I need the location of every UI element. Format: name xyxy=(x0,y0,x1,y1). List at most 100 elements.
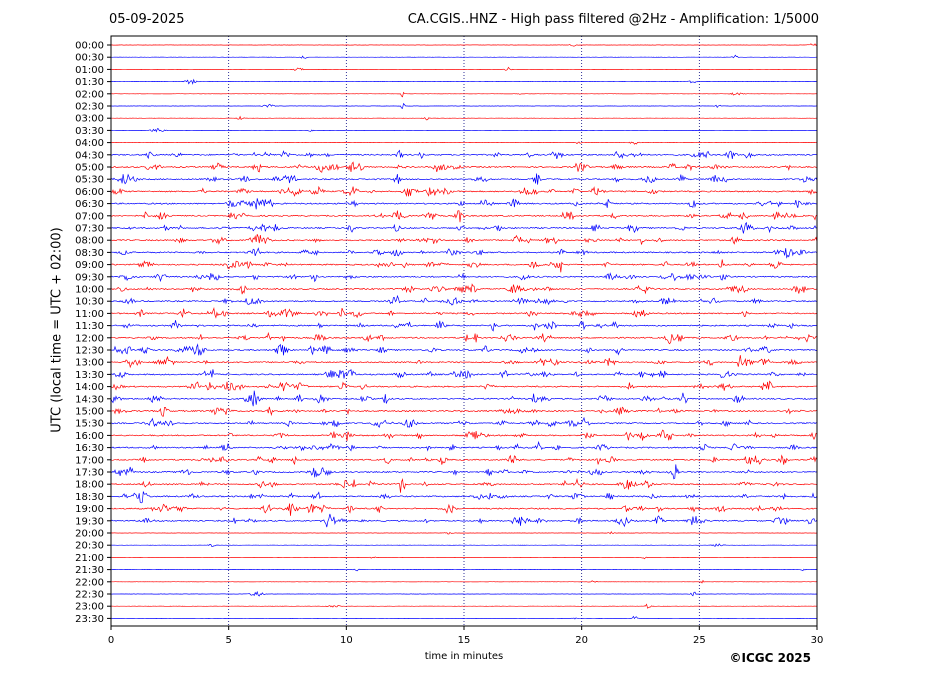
row-label-0730: 07:30 xyxy=(75,224,104,235)
row-label-1000: 10:00 xyxy=(75,285,104,296)
trace-row-0630 xyxy=(111,198,817,210)
copyright-label: ©ICGC 2025 xyxy=(729,651,811,665)
row-label-2230: 22:30 xyxy=(75,590,104,601)
row-label-0100: 01:00 xyxy=(75,65,104,76)
trace-row-1600 xyxy=(110,429,818,442)
row-label-1600: 16:00 xyxy=(75,431,104,442)
trace-row-0600 xyxy=(110,185,818,197)
row-label-2200: 22:00 xyxy=(75,577,104,588)
trace-row-2230 xyxy=(110,590,818,597)
trace-row-1200 xyxy=(110,331,818,345)
row-label-1130: 11:30 xyxy=(75,321,104,332)
trace-row-0000 xyxy=(110,43,818,47)
trace-row-0330 xyxy=(110,128,818,133)
trace-row-0300 xyxy=(111,115,818,121)
row-label-1300: 13:00 xyxy=(75,358,104,369)
trace-row-1830 xyxy=(110,491,818,504)
trace-row-0530 xyxy=(110,173,818,185)
row-label-0030: 00:30 xyxy=(75,53,104,64)
trace-row-1530 xyxy=(110,416,818,428)
trace-row-0500 xyxy=(110,161,818,173)
trace-row-0030 xyxy=(110,54,817,59)
row-label-0630: 06:30 xyxy=(75,199,104,210)
trace-row-1730 xyxy=(110,464,818,480)
row-label-2330: 23:30 xyxy=(75,614,104,625)
row-label-0930: 09:30 xyxy=(75,272,104,283)
trace-row-0800 xyxy=(111,234,818,245)
trace-row-1400 xyxy=(110,380,817,392)
trace-row-1700 xyxy=(110,454,818,466)
x-tick-label-5: 5 xyxy=(225,635,231,646)
row-label-1530: 15:30 xyxy=(75,419,104,430)
trace-row-0230 xyxy=(111,102,818,109)
row-label-0400: 04:00 xyxy=(75,138,104,149)
trace-row-0400 xyxy=(110,141,818,145)
row-label-2100: 21:00 xyxy=(75,553,104,564)
row-label-1630: 16:30 xyxy=(75,443,104,454)
chart-title: CA.CGIS..HNZ - High pass filtered @2Hz -… xyxy=(407,12,819,27)
row-label-0500: 05:00 xyxy=(75,163,104,174)
row-label-0330: 03:30 xyxy=(75,126,104,137)
trace-row-1000 xyxy=(110,283,818,295)
row-label-1930: 19:30 xyxy=(75,516,104,527)
grid-layer xyxy=(228,36,700,626)
row-label-0700: 07:00 xyxy=(75,211,104,222)
x-ticks: 0 5 10 15 20 25 30 xyxy=(108,626,824,646)
trace-row-2330 xyxy=(110,615,818,620)
trace-row-0900 xyxy=(110,259,818,273)
trace-row-2100 xyxy=(111,556,818,560)
row-label-0600: 06:00 xyxy=(75,187,104,198)
x-tick-label-20: 20 xyxy=(575,635,588,646)
trace-row-1300 xyxy=(110,355,818,369)
date-label: 05-09-2025 xyxy=(109,12,185,27)
row-label-1100: 11:00 xyxy=(75,309,104,320)
trace-row-0830 xyxy=(110,247,818,259)
row-label-0900: 09:00 xyxy=(75,260,104,271)
row-label-0130: 01:30 xyxy=(75,77,104,88)
row-label-1900: 19:00 xyxy=(75,504,104,515)
trace-row-0130 xyxy=(110,78,818,85)
row-label-1700: 17:00 xyxy=(75,455,104,466)
x-tick-label-30: 30 xyxy=(811,635,824,646)
row-label-1200: 12:00 xyxy=(75,333,104,344)
row-label-1800: 18:00 xyxy=(75,480,104,491)
trace-row-1900 xyxy=(110,503,818,516)
x-tick-label-10: 10 xyxy=(340,635,353,646)
x-tick-label-15: 15 xyxy=(458,635,471,646)
row-label-0200: 02:00 xyxy=(75,89,104,100)
row-label-2030: 20:30 xyxy=(75,541,104,552)
row-label-1330: 13:30 xyxy=(75,370,104,381)
trace-row-1500 xyxy=(111,406,818,417)
row-label-0230: 02:30 xyxy=(75,102,104,113)
row-label-0430: 04:30 xyxy=(75,150,104,161)
trace-row-1630 xyxy=(110,440,818,452)
row-label-1500: 15:00 xyxy=(75,407,104,418)
trace-row-1130 xyxy=(110,320,818,332)
trace-row-0700 xyxy=(110,210,818,223)
row-label-1230: 12:30 xyxy=(75,346,104,357)
trace-row-0730 xyxy=(111,221,818,234)
trace-row-1030 xyxy=(110,294,818,306)
trace-row-0200 xyxy=(110,91,818,98)
x-tick-label-25: 25 xyxy=(693,635,706,646)
x-axis-label: time in minutes xyxy=(424,651,504,662)
traces-layer xyxy=(110,43,818,620)
trace-row-1430 xyxy=(110,390,818,407)
trace-row-1330 xyxy=(110,368,818,379)
trace-row-1800 xyxy=(110,478,817,493)
row-label-2300: 23:00 xyxy=(75,602,104,613)
trace-row-2200 xyxy=(111,579,818,584)
trace-row-1100 xyxy=(110,307,818,319)
trace-row-2130 xyxy=(110,568,818,572)
trace-row-0930 xyxy=(110,272,818,283)
trace-row-2030 xyxy=(110,543,818,547)
row-label-1430: 14:30 xyxy=(75,394,104,405)
row-label-0300: 03:00 xyxy=(75,114,104,125)
trace-row-0100 xyxy=(111,66,817,71)
row-label-1730: 17:30 xyxy=(75,468,104,479)
trace-row-1230 xyxy=(110,343,818,356)
row-label-0800: 08:00 xyxy=(75,236,104,247)
row-label-1830: 18:30 xyxy=(75,492,104,503)
